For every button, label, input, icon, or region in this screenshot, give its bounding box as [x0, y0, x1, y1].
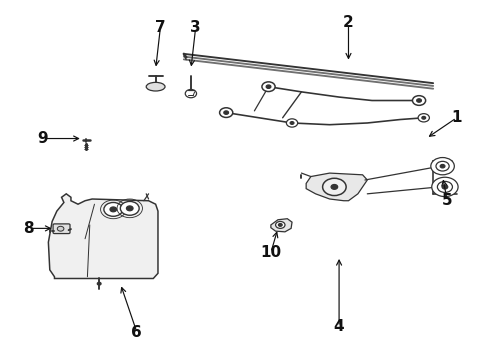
Circle shape — [290, 122, 294, 124]
Polygon shape — [49, 194, 158, 279]
Circle shape — [110, 207, 117, 212]
Circle shape — [438, 181, 452, 193]
Circle shape — [322, 178, 346, 195]
Text: 7: 7 — [155, 21, 166, 35]
Polygon shape — [271, 219, 292, 232]
Ellipse shape — [146, 82, 165, 91]
Circle shape — [57, 226, 64, 231]
Circle shape — [418, 114, 429, 122]
Circle shape — [431, 158, 454, 175]
Circle shape — [266, 85, 271, 89]
Circle shape — [126, 206, 133, 211]
Polygon shape — [306, 173, 368, 201]
Text: 2: 2 — [343, 15, 354, 30]
Circle shape — [440, 165, 445, 168]
Circle shape — [278, 224, 282, 226]
Circle shape — [220, 108, 233, 117]
Text: 5: 5 — [442, 193, 453, 208]
Circle shape — [121, 202, 139, 215]
Circle shape — [224, 111, 228, 114]
Text: 6: 6 — [131, 325, 142, 339]
Circle shape — [422, 116, 426, 119]
Circle shape — [416, 99, 421, 102]
Circle shape — [432, 177, 458, 197]
Circle shape — [413, 96, 426, 105]
FancyBboxPatch shape — [53, 224, 70, 234]
Text: 1: 1 — [451, 110, 462, 125]
Text: 8: 8 — [24, 221, 34, 236]
Circle shape — [331, 184, 338, 189]
Circle shape — [262, 82, 275, 91]
Text: 9: 9 — [37, 131, 48, 146]
Circle shape — [104, 202, 122, 216]
Circle shape — [98, 282, 101, 285]
Text: 4: 4 — [334, 319, 344, 334]
Circle shape — [286, 119, 298, 127]
Circle shape — [275, 221, 285, 228]
Circle shape — [442, 185, 448, 189]
Circle shape — [436, 161, 449, 171]
Text: 10: 10 — [260, 245, 281, 260]
Text: 3: 3 — [190, 21, 201, 35]
